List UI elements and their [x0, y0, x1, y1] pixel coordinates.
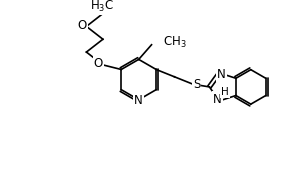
Text: O: O: [94, 57, 103, 70]
Text: S: S: [193, 78, 200, 91]
Text: N: N: [217, 68, 226, 81]
Text: CH$_3$: CH$_3$: [163, 34, 186, 50]
Text: O: O: [77, 19, 86, 32]
Text: N: N: [213, 93, 222, 105]
Text: N: N: [134, 94, 143, 107]
Text: H$_3$C: H$_3$C: [90, 0, 114, 14]
Text: H: H: [221, 87, 229, 97]
